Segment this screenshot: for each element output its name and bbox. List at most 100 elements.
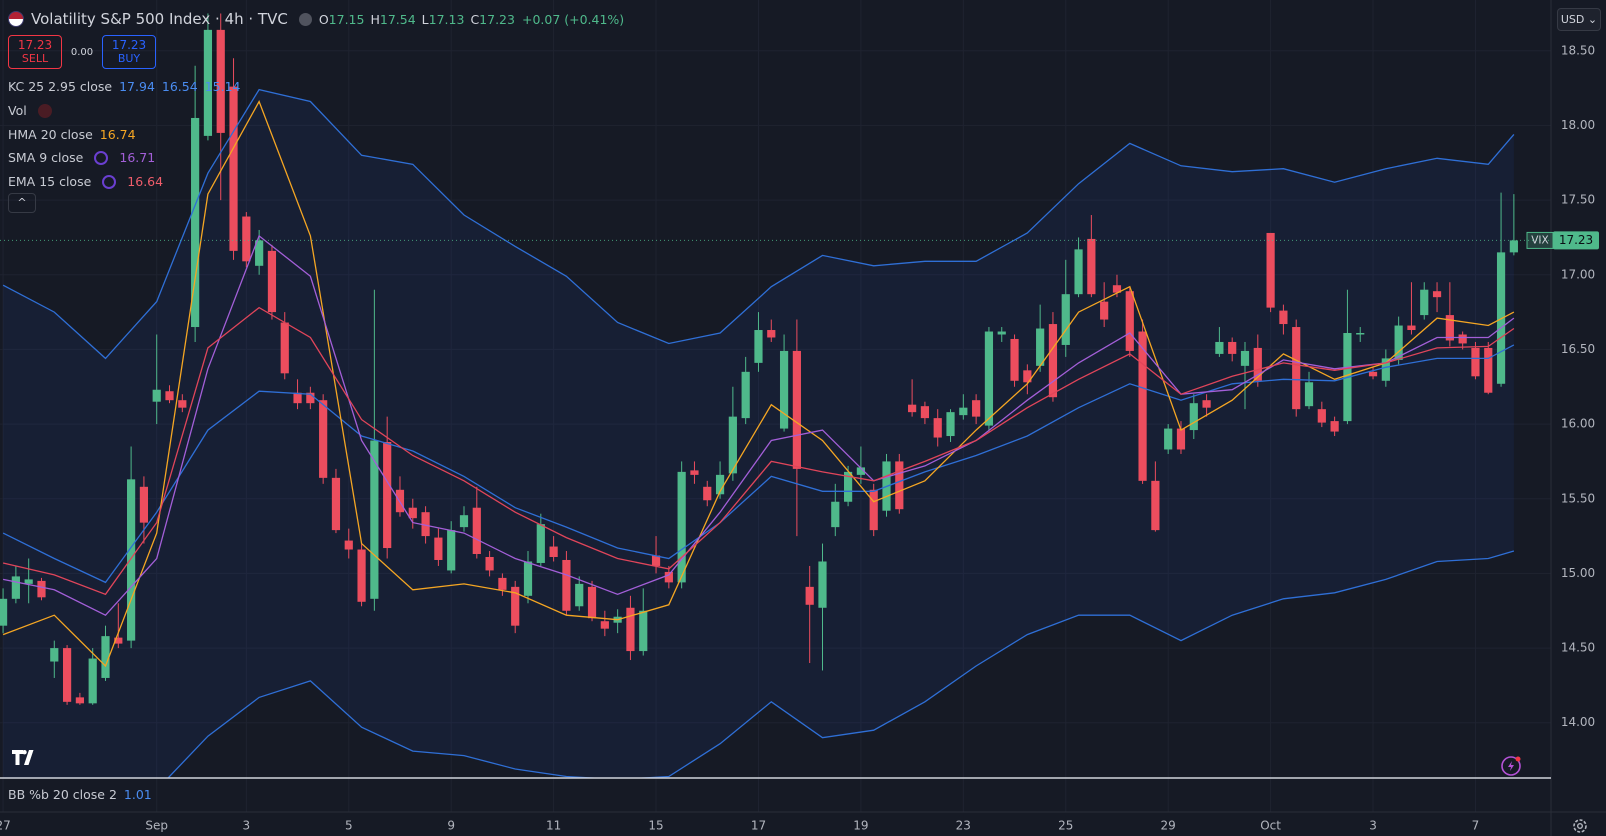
candle-body	[11, 576, 20, 599]
currency-button[interactable]: USD ⌄	[1557, 8, 1601, 31]
x-tick-label: 3	[243, 819, 251, 833]
candle-body	[511, 586, 520, 626]
x-tick-label: 15	[648, 819, 663, 833]
candle-body	[754, 330, 763, 363]
candle-body	[370, 440, 379, 599]
candle-body	[88, 658, 97, 704]
candle-body	[856, 467, 865, 475]
legend-label: HMA 20 close	[8, 126, 93, 142]
candle-body	[1176, 428, 1186, 450]
x-tick-label: 7	[1472, 819, 1480, 833]
ohlc-key: O	[318, 11, 329, 27]
candle-body	[421, 512, 430, 537]
candle-body	[690, 470, 699, 475]
bottom-pane-legend: BB %b 20 close 2 1.01	[8, 787, 152, 802]
candle-body	[498, 577, 507, 590]
legend-row[interactable]: KC 25 2.95 close 17.94 16.54 15.14	[8, 75, 241, 99]
candle-body	[523, 561, 533, 596]
candle-body	[37, 580, 46, 598]
symbol-header: Volatility S&P 500 Index · 4h · TVC O 17.…	[8, 8, 624, 30]
candle-body	[1381, 358, 1390, 381]
indicator-line	[167, 550, 1515, 778]
lightning-icon[interactable]	[1501, 756, 1521, 776]
candle-body	[1061, 294, 1070, 345]
candle-body	[459, 515, 469, 528]
candle-body	[242, 216, 251, 262]
y-tick-label: 18.00	[1561, 118, 1595, 132]
candle-body	[408, 507, 417, 519]
candle-body	[1138, 331, 1147, 481]
candle-body	[434, 537, 443, 560]
candle-body	[331, 477, 341, 531]
candle-body	[562, 559, 571, 611]
ohlc-legend: O 17.15 H 17.54 L 17.13 C 17.23	[319, 12, 515, 27]
symbol-title[interactable]: Volatility S&P 500 Index · 4h · TVC	[31, 10, 288, 28]
legend-row[interactable]: EMA 15 close 16.64	[8, 170, 241, 194]
candle-body	[639, 610, 648, 652]
candle-body	[1074, 249, 1083, 295]
flag-icon	[8, 11, 24, 27]
y-tick-label: 17.50	[1561, 193, 1595, 207]
ohlc-key: C	[470, 11, 480, 27]
candle-body	[50, 648, 59, 662]
legend-value: 16.74	[99, 126, 136, 142]
candle-body	[818, 561, 827, 608]
channel-fill	[3, 89, 1514, 778]
candle-body	[831, 501, 840, 528]
candle-body	[1279, 310, 1288, 325]
candle-body	[1100, 301, 1109, 320]
candle-body	[472, 507, 481, 555]
symbol-tag: VIX	[1531, 234, 1548, 246]
loading-icon	[102, 174, 117, 189]
candle-body	[1215, 341, 1224, 354]
candle-body	[357, 549, 366, 602]
legend-row[interactable]: SMA 9 close 16.71	[8, 146, 241, 170]
x-tick-label: Sep	[145, 819, 168, 833]
candle-body	[75, 697, 84, 704]
y-tick-label: 15.00	[1561, 566, 1595, 580]
candle-body	[1445, 315, 1454, 341]
legend-value: 17.94	[119, 79, 155, 95]
indicator-line	[2, 88, 1515, 360]
legend-value: 16.71	[119, 150, 156, 166]
candle-body	[1484, 347, 1493, 393]
x-tick-label: 19	[853, 819, 868, 833]
ohlc-key: L	[421, 11, 429, 27]
candle-body	[972, 400, 981, 417]
indicator-line	[2, 344, 1515, 584]
candle-body	[165, 391, 174, 401]
warning-icon	[37, 103, 52, 118]
candle-body	[1356, 333, 1365, 335]
price-tag-bg	[1553, 231, 1599, 250]
pane-label: BB %b 20 close 2	[8, 787, 117, 802]
candle-body	[1266, 232, 1275, 308]
buy-label: BUY	[117, 52, 141, 65]
candle-body	[293, 392, 302, 404]
candle-body	[62, 648, 72, 702]
candle-body	[895, 461, 904, 510]
candle-body	[1240, 350, 1250, 366]
spread: 0.00	[70, 46, 94, 58]
legend-label: KC 25 2.95 close	[8, 79, 113, 95]
indicator-line	[2, 306, 1515, 596]
legend-row[interactable]: Vol	[8, 99, 241, 123]
buy-button[interactable]: 17.23 BUY	[102, 35, 156, 69]
hide-icon[interactable]	[298, 12, 312, 26]
settings-icon[interactable]	[1573, 819, 1587, 833]
candle-body	[767, 330, 776, 338]
candle-body	[946, 412, 955, 437]
legend-value: 16.64	[127, 174, 164, 190]
collapse-button[interactable]: ^	[8, 193, 36, 213]
candle-body	[1151, 480, 1160, 531]
pane-value: 1.01	[123, 787, 152, 802]
candle-body	[677, 471, 686, 583]
candle-body	[1292, 327, 1301, 410]
candle-body	[997, 331, 1006, 335]
sell-button[interactable]: 17.23 SELL	[8, 35, 62, 69]
legend-label: Vol	[8, 103, 27, 119]
legend-row[interactable]: HMA 20 close 16.74	[8, 122, 241, 146]
candle-body	[1228, 341, 1237, 354]
candle-body	[127, 479, 136, 641]
candle-body	[1420, 289, 1429, 316]
